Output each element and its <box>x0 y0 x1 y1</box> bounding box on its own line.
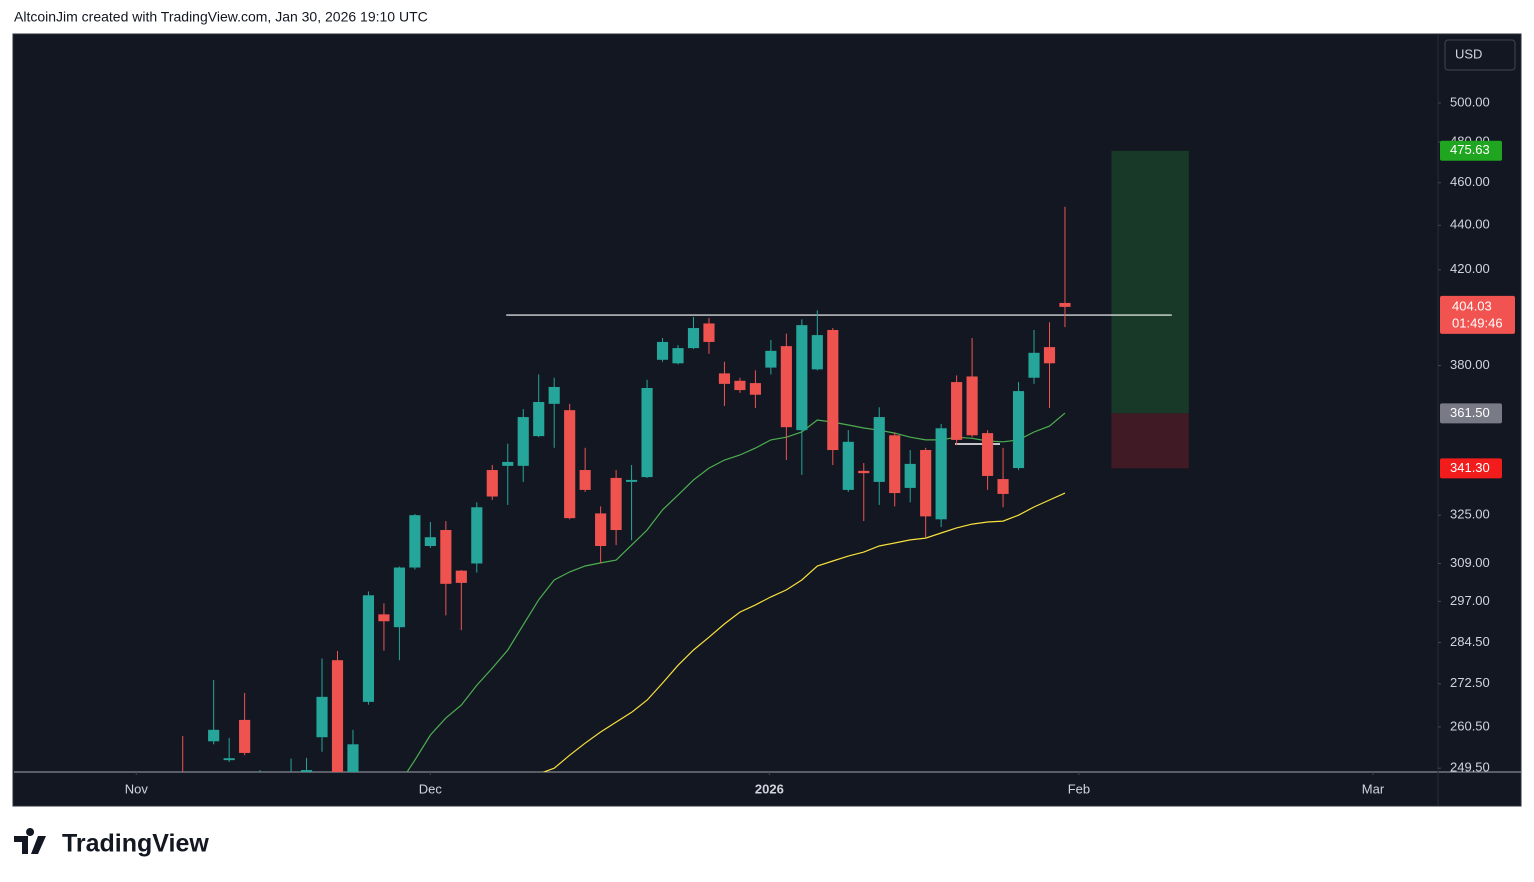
candle-body <box>904 463 916 488</box>
candle-body <box>316 696 328 738</box>
position-loss <box>1111 413 1189 469</box>
moving-average <box>542 492 1066 772</box>
candle-body <box>889 435 901 494</box>
y-tick-label: 260.50 <box>1450 718 1490 733</box>
x-tick-label: Dec <box>419 781 443 796</box>
candle-body <box>1043 347 1056 364</box>
candle-body <box>718 373 731 384</box>
countdown: 01:49:46 <box>1452 315 1503 330</box>
price-label-bg <box>1440 403 1502 424</box>
candle-body <box>331 660 344 772</box>
chart-frame <box>12 33 1522 807</box>
candle-body <box>1059 302 1071 307</box>
candle-body <box>595 513 607 546</box>
candle-body <box>858 470 870 474</box>
logo: TradingView <box>14 828 209 858</box>
candle-body <box>780 346 792 428</box>
candle-body <box>223 758 235 761</box>
last-price: 404.03 <box>1452 298 1492 313</box>
candle-body <box>734 380 746 391</box>
x-tick-label: Feb <box>1068 781 1090 796</box>
y-tick-label: 325.00 <box>1450 507 1490 522</box>
last-price-bg <box>1440 295 1515 334</box>
price-label: 361.50 <box>1450 405 1490 420</box>
candle-body <box>935 428 947 520</box>
candle-body <box>656 341 669 360</box>
price-label: 341.30 <box>1450 460 1490 475</box>
candle-body <box>873 417 885 482</box>
candle-body <box>842 441 854 490</box>
candle-body <box>687 328 700 349</box>
candle-body <box>502 461 514 466</box>
candle-body <box>811 335 823 370</box>
y-tick-label: 440.00 <box>1450 217 1490 232</box>
candle-body <box>982 433 994 476</box>
price-label-bg <box>1440 458 1502 479</box>
candle-body <box>455 570 467 583</box>
y-tick-label: 460.00 <box>1450 174 1490 189</box>
logo-icon <box>14 828 46 854</box>
candle-body <box>1012 391 1025 469</box>
candle-body <box>440 530 452 584</box>
candle-body <box>796 325 808 431</box>
y-tick-label: 272.50 <box>1450 675 1490 690</box>
candle-body <box>208 729 220 742</box>
candle-body <box>951 382 963 440</box>
y-tick-label: 249.50 <box>1450 760 1490 775</box>
candle-body <box>966 376 978 436</box>
candle-body <box>239 719 251 753</box>
candle-body <box>626 479 638 482</box>
candle-body <box>703 323 715 342</box>
candle-body <box>548 386 560 404</box>
x-tick-label: 2026 <box>755 781 784 796</box>
candle-body <box>471 507 483 564</box>
x-tick-label: Nov <box>125 781 149 796</box>
candle-body <box>641 387 653 478</box>
candle-body <box>749 383 761 395</box>
candle-body <box>672 348 684 364</box>
plot-area <box>182 150 1189 772</box>
candle-body <box>300 770 313 772</box>
candle-body <box>362 595 375 702</box>
candle-body <box>564 410 576 519</box>
y-tick-label: 284.50 <box>1450 634 1490 649</box>
candle-body <box>378 614 390 622</box>
candle-body <box>997 479 1009 494</box>
candle-body <box>579 470 591 490</box>
currency-box[interactable] <box>1444 39 1516 71</box>
price-label-bg <box>1440 140 1502 161</box>
candle-body <box>486 470 498 497</box>
candle-body <box>393 567 405 628</box>
candle-body <box>409 515 421 568</box>
price-label: 475.63 <box>1450 142 1490 157</box>
candle-body <box>424 537 436 546</box>
candle-body <box>610 477 622 531</box>
candle-body <box>517 417 529 466</box>
candle-body <box>533 402 545 437</box>
price-axis: 249.50 260.50 272.50 284.50 297.00 309.00 325.… <box>1438 94 1515 775</box>
position-profit <box>1111 150 1189 414</box>
y-tick-label: 309.00 <box>1450 555 1490 570</box>
candle-body <box>765 350 777 368</box>
candle-body <box>347 744 359 772</box>
currency: USD <box>1455 46 1482 61</box>
y-tick-label: 297.00 <box>1450 593 1490 608</box>
header: AltcoinJim created with TradingView.com,… <box>14 9 428 25</box>
y-tick-label: 380.00 <box>1450 357 1490 372</box>
y-tick-label: 500.00 <box>1450 94 1490 109</box>
candle-body <box>827 329 839 451</box>
x-tick-label: Mar <box>1362 781 1385 796</box>
logo-text: TradingView <box>62 830 209 858</box>
candle-body <box>1028 352 1040 378</box>
y-tick-label: 420.00 <box>1450 261 1490 276</box>
candle-body <box>920 450 932 517</box>
